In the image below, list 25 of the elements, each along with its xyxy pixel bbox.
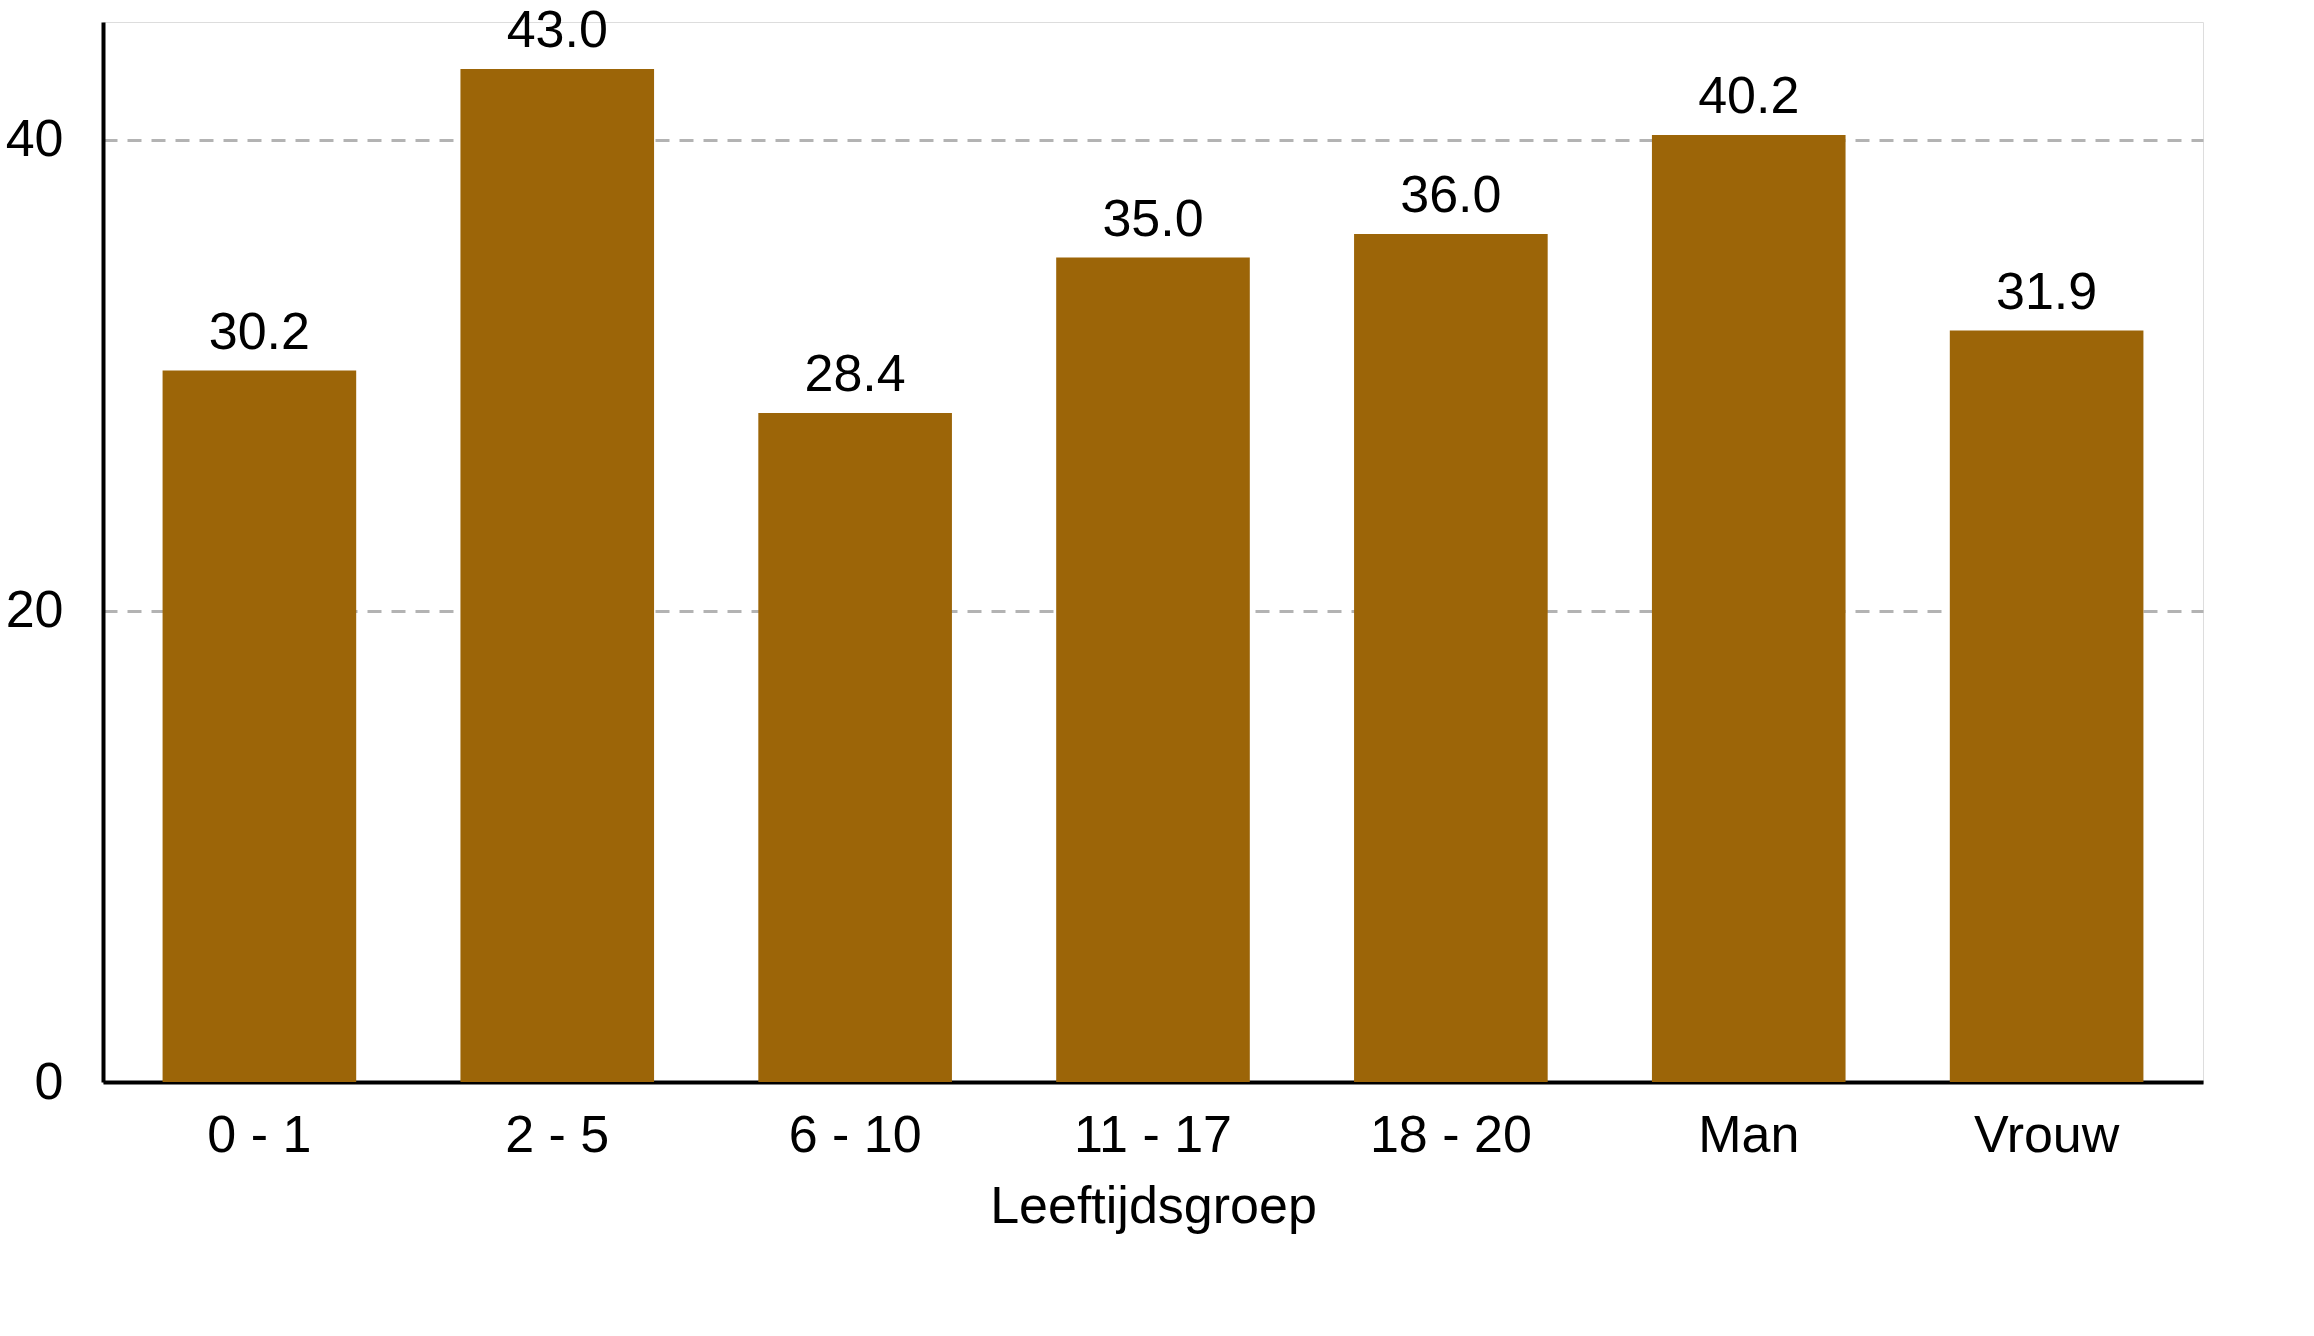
x-tick-label: 0 - 1: [207, 1104, 312, 1163]
bar: [162, 370, 357, 1082]
y-tick-label: 40: [5, 109, 64, 168]
x-tick-label: 11 - 17: [1073, 1104, 1233, 1163]
bar: [1354, 234, 1548, 1082]
data-label: 36.0: [1400, 165, 1502, 223]
data-label: 35.0: [1102, 188, 1204, 247]
data-label: 40.2: [1698, 66, 1800, 125]
y-tick-label: 0: [34, 1051, 64, 1110]
data-label: 31.9: [1996, 261, 2098, 320]
x-tick-label: 2 - 5: [505, 1104, 610, 1163]
data-label: 28.4: [804, 344, 906, 403]
x-tick-label: Man: [1698, 1104, 1800, 1163]
x-tick-label: Vrouw: [1973, 1104, 2120, 1163]
data-label: 43.0: [506, 0, 608, 59]
x-axis-title: Leeftijdsgroep: [990, 1175, 1317, 1234]
bar: [460, 69, 655, 1082]
data-label: 30.2: [208, 301, 310, 360]
bar: [1949, 330, 2144, 1082]
bar: [1651, 135, 1846, 1082]
bar: [1056, 257, 1250, 1082]
y-tick-label: 20: [5, 580, 64, 639]
bar: [758, 413, 952, 1082]
x-tick-label: 6 - 10: [788, 1104, 922, 1163]
x-tick-label: 18 - 20: [1369, 1104, 1532, 1163]
